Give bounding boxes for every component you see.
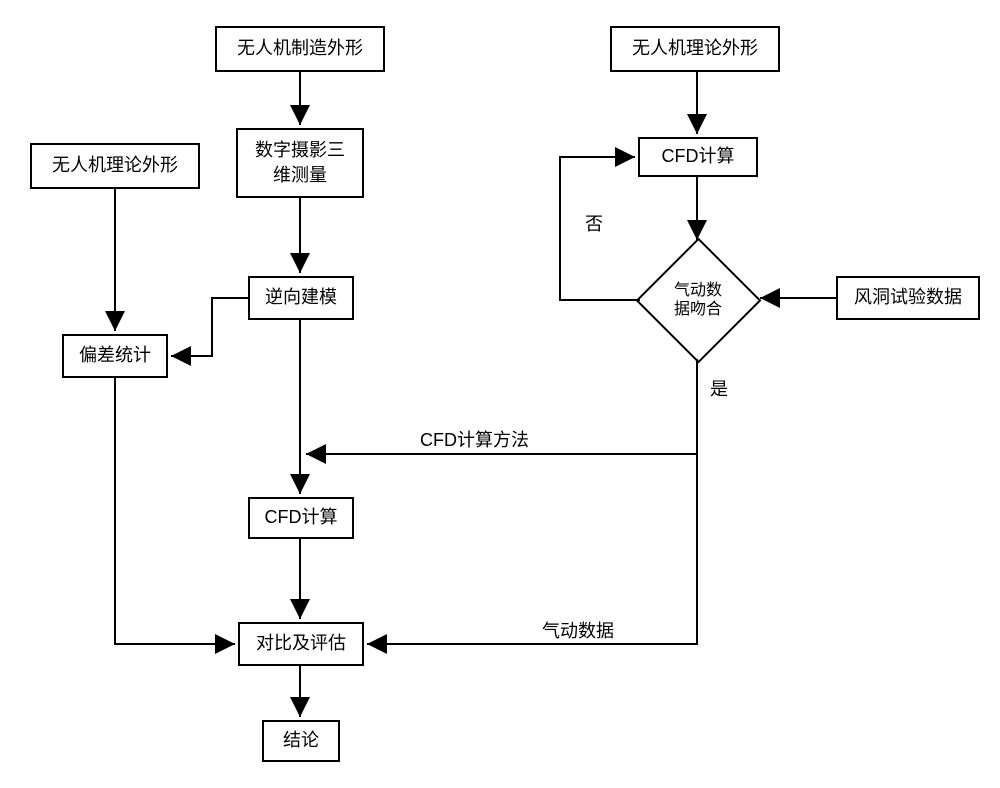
node-mfg-shape: 无人机制造外形 [215,26,385,72]
label: 无人机理论外形 [632,36,758,61]
node-cfd-top: CFD计算 [638,137,758,177]
node-reverse-model: 逆向建模 [248,276,354,320]
label: 逆向建模 [265,285,337,310]
edge-label-cfd: CFD计算方法 [420,426,529,452]
label: 结论 [283,728,319,753]
node-theory-shape-left: 无人机理论外形 [30,143,200,189]
arrows-layer [0,0,1000,788]
label: 对比及评估 [256,631,346,656]
node-windtunnel: 风洞试验数据 [836,276,980,320]
label: CFD计算 [265,505,338,530]
node-3d-measure: 数字摄影三维测量 [236,128,364,198]
edge-label-aero: 气动数据 [542,617,614,643]
edge-label-no: 否 [585,210,603,236]
edge-label-yes: 是 [710,375,728,401]
node-compare-eval: 对比及评估 [238,622,364,666]
decision-aero-match: 气动数据吻合 [638,240,758,360]
node-theory-shape-top: 无人机理论外形 [610,26,780,72]
label: CFD计算 [662,144,735,169]
label: 无人机理论外形 [52,153,178,178]
label: 数字摄影三维测量 [255,138,345,188]
label: 偏差统计 [79,343,151,368]
diamond-label: 气动数据吻合 [653,281,743,319]
label: 风洞试验数据 [854,285,962,310]
node-deviation-stat: 偏差统计 [62,334,168,378]
node-conclusion: 结论 [262,720,340,762]
label: 无人机制造外形 [237,36,363,61]
node-cfd-mid: CFD计算 [248,497,354,539]
